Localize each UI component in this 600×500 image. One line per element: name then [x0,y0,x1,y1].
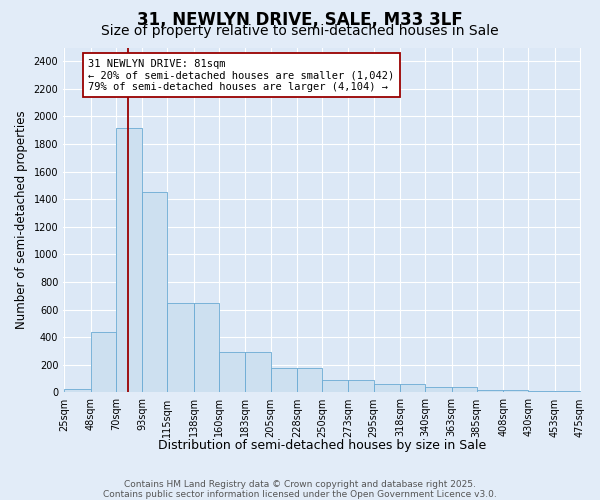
Bar [322,380,349,392]
Bar [297,368,322,392]
Bar [245,352,271,393]
Bar [91,332,116,392]
Bar [452,387,477,392]
Bar [116,128,142,392]
Y-axis label: Number of semi-detached properties: Number of semi-detached properties [15,110,28,330]
Text: Contains HM Land Registry data © Crown copyright and database right 2025.
Contai: Contains HM Land Registry data © Crown c… [103,480,497,499]
Text: 31 NEWLYN DRIVE: 81sqm
← 20% of semi-detached houses are smaller (1,042)
79% of : 31 NEWLYN DRIVE: 81sqm ← 20% of semi-det… [88,58,395,92]
X-axis label: Distribution of semi-detached houses by size in Sale: Distribution of semi-detached houses by … [158,440,486,452]
Bar [425,387,452,392]
Bar [271,368,297,392]
Bar [374,384,400,392]
Text: Size of property relative to semi-detached houses in Sale: Size of property relative to semi-detach… [101,24,499,38]
Bar [64,389,91,392]
Bar [194,303,219,392]
Bar [503,390,529,392]
Bar [477,390,503,392]
Bar [219,352,245,393]
Bar [167,303,194,392]
Bar [400,384,425,392]
Bar [349,380,374,392]
Bar [142,192,167,392]
Text: 31, NEWLYN DRIVE, SALE, M33 3LF: 31, NEWLYN DRIVE, SALE, M33 3LF [137,11,463,29]
